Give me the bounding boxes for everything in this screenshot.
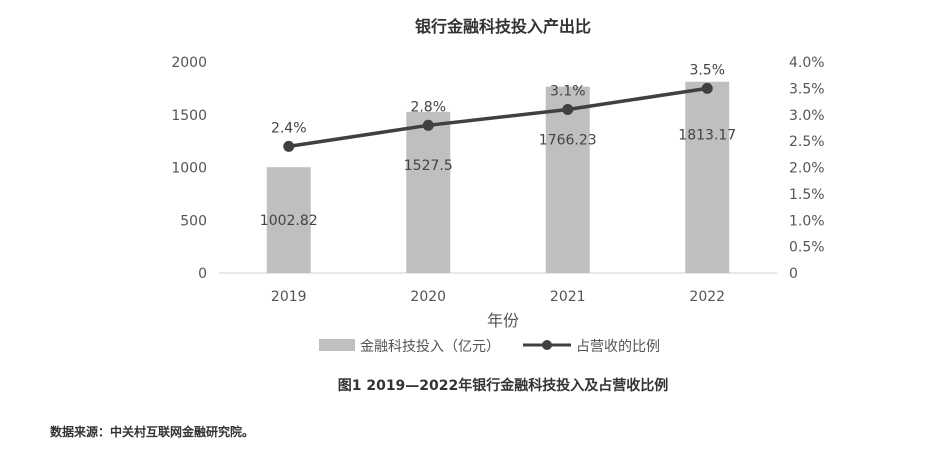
y2-tick-label: 0.5% xyxy=(789,240,825,256)
y2-tick-label: 1.5% xyxy=(789,187,825,203)
line-value-label: 2.4% xyxy=(271,120,307,136)
bar-value-label: 1002.82 xyxy=(260,213,318,229)
y2-tick-label: 2.5% xyxy=(789,134,825,150)
x-axis: 2019 2020 2021 2022 xyxy=(271,289,725,305)
y2-tick-label: 2.0% xyxy=(789,161,825,177)
line-value-label: 3.5% xyxy=(689,62,725,78)
bar xyxy=(685,81,730,273)
y-tick-label: 1500 xyxy=(171,108,207,124)
x-tick-label: 2020 xyxy=(410,289,446,305)
bar xyxy=(545,86,590,273)
y-axis-right: 0 0.5% 1.0% 1.5% 2.0% 2.5% 3.0% 3.5% 4.0% xyxy=(789,55,825,282)
y2-tick-label: 3.0% xyxy=(789,108,825,124)
legend-line-marker xyxy=(542,340,552,350)
x-tick-label: 2022 xyxy=(689,289,725,305)
line-point xyxy=(283,140,295,152)
line-point xyxy=(422,119,434,131)
line-series: 2.4% 2.8% 3.1% 3.5% xyxy=(271,62,725,152)
y2-tick-label: 1.0% xyxy=(789,213,825,229)
legend-bar-label: 金融科技投入（亿元） xyxy=(360,339,500,355)
line-point xyxy=(701,82,713,94)
y2-tick-label: 4.0% xyxy=(789,55,825,71)
y2-tick-label: 0 xyxy=(789,266,798,282)
legend-line-label: 占营收的比例 xyxy=(576,339,660,355)
y-axis-left: 0 500 1000 1500 2000 xyxy=(171,55,207,282)
bar-value-label: 1766.23 xyxy=(539,133,597,149)
line-point xyxy=(562,103,574,115)
line-value-label: 2.8% xyxy=(410,99,446,115)
x-tick-label: 2019 xyxy=(271,289,307,305)
line-path xyxy=(288,86,708,149)
legend-bar-swatch xyxy=(319,339,355,351)
legend: 金融科技投入（亿元） 占营收的比例 xyxy=(319,339,660,355)
y-tick-label: 1000 xyxy=(171,161,207,177)
bar xyxy=(266,167,311,273)
bar-value-label: 1527.5 xyxy=(404,158,453,174)
line-value-label: 3.1% xyxy=(550,83,586,99)
chart-title: 银行金融科技投入产出比 xyxy=(415,17,591,36)
y2-tick-label: 3.5% xyxy=(789,81,825,97)
bar xyxy=(406,111,451,273)
x-tick-label: 2021 xyxy=(550,289,586,305)
data-source-note: 数据来源：中关村互联网金融研究院。 xyxy=(50,424,254,439)
y-tick-label: 2000 xyxy=(171,55,207,71)
y-tick-label: 500 xyxy=(180,213,207,229)
bar-series: 1002.82 1527.5 1766.23 1813.17 xyxy=(260,81,736,273)
y-tick-label: 0 xyxy=(198,266,207,282)
x-axis-label: 年份 xyxy=(487,311,519,330)
figure-caption: 图1 2019—2022年银行金融科技投入及占营收比例 xyxy=(338,377,669,394)
bar-value-label: 1813.17 xyxy=(678,128,736,144)
